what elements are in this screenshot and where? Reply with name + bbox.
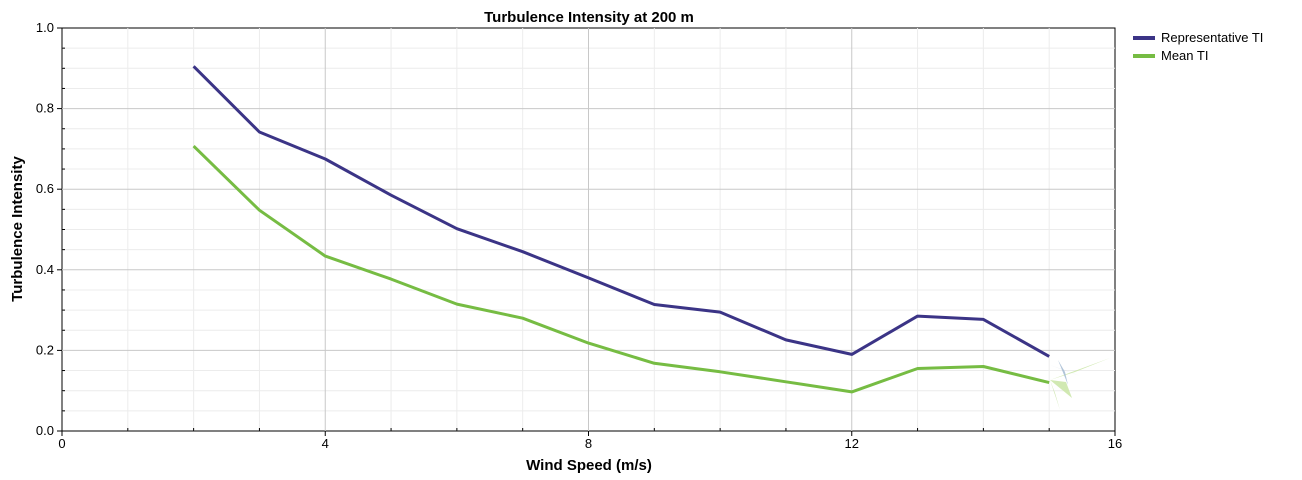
y-tick-label: 0.0 <box>36 423 54 438</box>
y-tick-label: 1.0 <box>36 20 54 35</box>
y-tick-label: 0.2 <box>36 342 54 357</box>
y-tick-label: 0.6 <box>36 181 54 196</box>
axis-ticks: 0 4 8 12 16 0.0 0.2 0.4 0.6 0.8 1.0 <box>36 20 1122 451</box>
x-tick-label: 12 <box>845 436 859 451</box>
x-axis-title: Wind Speed (m/s) <box>526 457 652 474</box>
legend-label: Representative TI <box>1161 30 1263 45</box>
x-tick-label: 4 <box>322 436 329 451</box>
legend-label: Mean TI <box>1161 48 1208 63</box>
series-lines <box>192 65 1050 394</box>
series-line-representative-ti <box>192 65 1050 358</box>
cursor-flourish-icon <box>1050 358 1110 410</box>
series-line-mean-ti <box>192 145 1050 394</box>
chart-title: Turbulence Intensity at 200 m <box>484 9 694 26</box>
y-tick-label: 0.8 <box>36 101 54 116</box>
x-tick-label: 0 <box>58 436 65 451</box>
x-tick-label: 16 <box>1108 436 1122 451</box>
y-tick-label: 0.4 <box>36 262 54 277</box>
x-tick-label: 8 <box>585 436 592 451</box>
legend: Representative TI Mean TI <box>1133 30 1263 63</box>
y-axis-title: Turbulence Intensity <box>9 156 26 302</box>
